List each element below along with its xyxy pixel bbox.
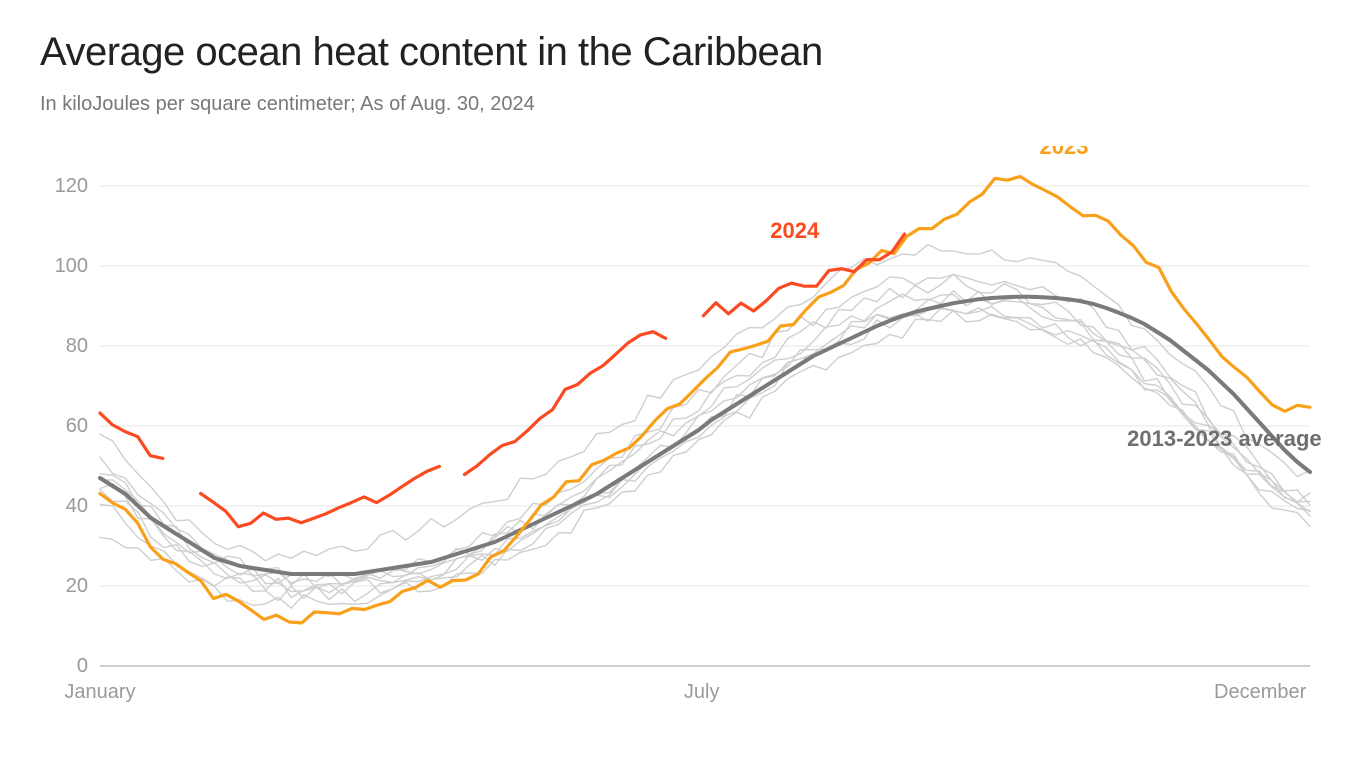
svg-text:January: January — [64, 681, 135, 703]
line-chart: 0 20 40 60 80 100 120 January July December 2024 20… — [40, 146, 1326, 726]
svg-text:40: 40 — [66, 495, 88, 517]
chart-title: Average ocean heat content in the Caribb… — [40, 30, 1326, 75]
annotation-2013-2023-average: 2013-2023 average — [1127, 426, 1322, 451]
chart-area: 0 20 40 60 80 100 120 January July December 2024 20… — [40, 146, 1326, 726]
historical-line — [100, 245, 1310, 561]
svg-text:July: July — [684, 681, 720, 703]
chart-subtitle: In kiloJoules per square centimeter; As … — [40, 93, 1326, 116]
series-2024 — [100, 234, 905, 527]
svg-text:120: 120 — [55, 175, 88, 197]
svg-text:60: 60 — [66, 415, 88, 437]
historical-line — [100, 306, 1310, 601]
annotation-2024: 2024 — [770, 218, 820, 243]
svg-text:20: 20 — [66, 575, 88, 597]
svg-text:80: 80 — [66, 335, 88, 357]
svg-text:December: December — [1214, 681, 1307, 703]
series-2023 — [100, 177, 1310, 623]
svg-text:0: 0 — [77, 655, 88, 677]
svg-text:100: 100 — [55, 255, 88, 277]
annotation-2023: 2023 — [1040, 146, 1089, 159]
